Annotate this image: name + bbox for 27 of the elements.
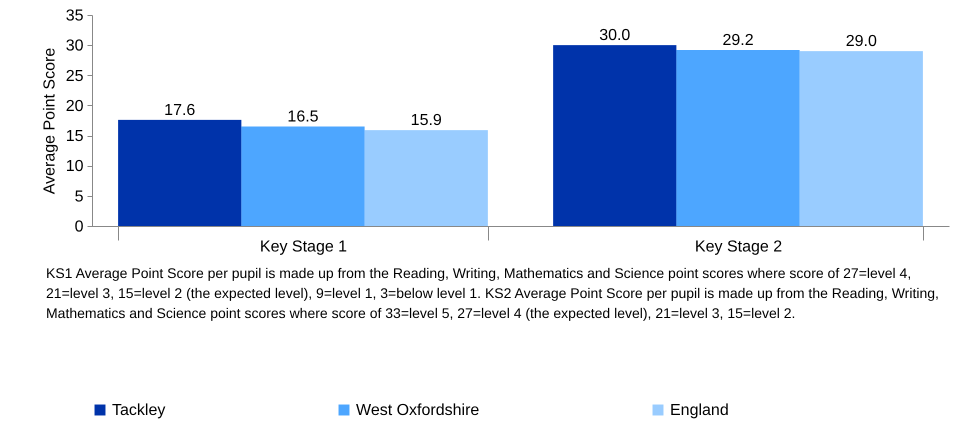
- bar: [553, 45, 676, 226]
- text: 16.5: [287, 108, 319, 126]
- legend-label: England: [670, 402, 729, 419]
- legend-label: Tackley: [112, 402, 166, 419]
- y-tick-label: 35: [66, 8, 84, 24]
- y-axis-title: Average Point Score: [42, 48, 59, 194]
- y-tick-label: 25: [66, 68, 84, 85]
- legend-label: West Oxfordshire: [356, 402, 480, 419]
- text: 30.0: [599, 27, 630, 44]
- x-tick-label: Key Stage 1: [260, 238, 348, 256]
- y-tick-label: 10: [66, 158, 84, 176]
- bar: [800, 51, 923, 226]
- x-tick-label: Key Stage 2: [694, 238, 782, 256]
- y-tick-label: 5: [74, 188, 84, 206]
- bar: [676, 50, 800, 226]
- text: KS1 Average Point Score per pupil is made up from the Reading, Writing, Mathematics and Science point scores where score of 27=level 4, 21=level 3, 15=level 2 (the expected level), 9=level 1, 3=below level 1. KS2 Average Point Score per pupil is made up from the Reading, Writing, Mathematics and Science point scores where score of 33=level 5, 27=level 4 (the expected level), 21=level 3, 15=level 2.: [46, 264, 940, 323]
- y-tick-label: 0: [74, 218, 84, 236]
- bar: [118, 120, 242, 226]
- text: 15.9: [410, 112, 442, 130]
- text: 29.2: [722, 32, 754, 49]
- text: 17.6: [164, 102, 196, 119]
- bar: [241, 126, 365, 226]
- y-tick-label: 30: [66, 38, 84, 55]
- y-tick-label: 20: [66, 98, 84, 115]
- bar: [364, 130, 488, 226]
- text: 29.0: [846, 33, 877, 50]
- y-tick-label: 15: [66, 128, 84, 146]
